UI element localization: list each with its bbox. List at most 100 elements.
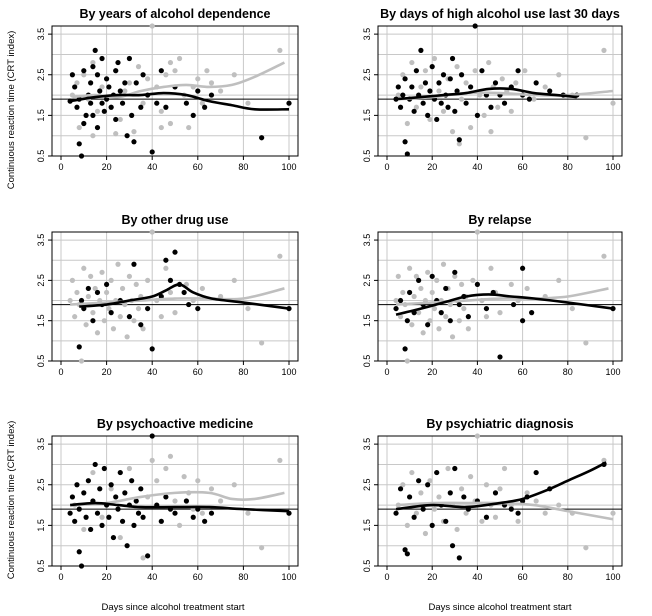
data-point: [163, 257, 169, 263]
data-point: [140, 555, 146, 561]
x-tick-label: 0: [384, 367, 389, 377]
x-tick-label: 80: [238, 162, 248, 172]
data-point: [431, 305, 438, 312]
data-point: [409, 84, 415, 90]
data-point: [418, 47, 424, 53]
data-point: [145, 553, 151, 559]
data-point: [131, 139, 137, 145]
y-tick-label: 1.5: [36, 314, 46, 327]
data-point: [208, 80, 215, 86]
data-point: [422, 80, 429, 86]
data-point: [470, 277, 476, 283]
data-point: [115, 59, 121, 66]
x-tick-label: 60: [518, 162, 528, 172]
data-point: [145, 305, 151, 312]
data-point: [108, 486, 114, 492]
data-point: [413, 68, 419, 74]
data-point: [508, 281, 514, 288]
data-point: [531, 96, 537, 102]
x-tick-label: 100: [605, 162, 620, 172]
data-point: [183, 498, 189, 504]
data-point: [583, 135, 589, 141]
data-point: [479, 68, 485, 74]
data-point: [400, 92, 406, 98]
data-point: [122, 88, 128, 94]
y-tick-label: 1.5: [36, 519, 46, 532]
chart-panel-1: By years of alcohol dependence 0 20 40 60 80 1…: [36, 7, 299, 172]
x-tick-label: 80: [563, 367, 573, 377]
y-tick-label: 2.5: [36, 68, 46, 81]
data-point: [601, 47, 607, 53]
data-point: [186, 301, 192, 308]
data-point: [126, 465, 132, 472]
data-point: [124, 543, 130, 549]
data-point: [501, 100, 508, 106]
data-point: [104, 96, 110, 102]
data-point: [172, 310, 178, 316]
data-point: [483, 482, 490, 488]
data-point: [497, 310, 503, 316]
data-point: [556, 277, 562, 283]
data-point: [402, 547, 408, 553]
data-point: [520, 318, 526, 324]
data-point: [81, 120, 87, 127]
series-black: [67, 47, 292, 159]
data-point: [456, 555, 462, 561]
chart-panel-4: By relapse 0 20 40 60 80 100 0.5 1.5 2.5 3.5: [362, 213, 623, 377]
data-point: [445, 104, 451, 110]
data-point: [443, 518, 449, 524]
data-point: [106, 514, 112, 520]
data-point: [522, 68, 528, 74]
data-point: [409, 322, 415, 328]
data-point: [195, 305, 201, 312]
data-point: [411, 514, 417, 520]
data-point: [245, 100, 251, 106]
data-point: [94, 124, 101, 131]
panel-title: By psychoactive medicine: [97, 417, 253, 431]
data-point: [434, 116, 440, 123]
data-point: [418, 84, 424, 90]
y-tick-label: 3.5: [36, 28, 46, 41]
series-grey: [67, 229, 292, 364]
data-point: [122, 80, 128, 86]
data-point: [94, 289, 101, 296]
data-point: [117, 314, 123, 320]
data-point: [90, 112, 96, 118]
data-point: [456, 137, 462, 143]
data-point: [429, 64, 435, 70]
data-point: [436, 326, 442, 332]
x-tick-label: 80: [238, 572, 248, 582]
data-point: [411, 108, 417, 114]
data-point: [286, 100, 292, 106]
trend-line-black: [395, 87, 577, 101]
x-tick-label: 100: [605, 572, 620, 582]
series-grey: [393, 229, 616, 364]
data-point: [463, 80, 469, 86]
data-point: [427, 318, 433, 324]
data-point: [436, 494, 442, 500]
data-point: [135, 510, 142, 516]
data-point: [108, 482, 114, 488]
y-tick-label: 2.5: [36, 478, 46, 491]
data-point: [124, 334, 130, 340]
data-point: [425, 482, 431, 488]
data-point: [113, 494, 119, 500]
data-point: [72, 314, 78, 320]
plot-frame: [377, 435, 623, 567]
data-point: [454, 64, 460, 70]
data-point: [172, 510, 178, 516]
data-point: [158, 68, 164, 74]
x-tick-label: 60: [518, 367, 528, 377]
data-point: [397, 486, 404, 492]
data-point: [140, 100, 146, 106]
data-point: [167, 289, 174, 296]
x-axis-label-right: Days since alcohol treatment start: [428, 602, 571, 613]
data-point: [483, 305, 490, 312]
series-black: [393, 265, 616, 360]
x-tick-label: 100: [605, 367, 620, 377]
trend-line-black: [395, 461, 607, 511]
data-point: [90, 59, 96, 66]
data-point: [458, 281, 465, 288]
y-tick-label: 0.5: [362, 560, 372, 573]
data-point: [186, 124, 192, 131]
